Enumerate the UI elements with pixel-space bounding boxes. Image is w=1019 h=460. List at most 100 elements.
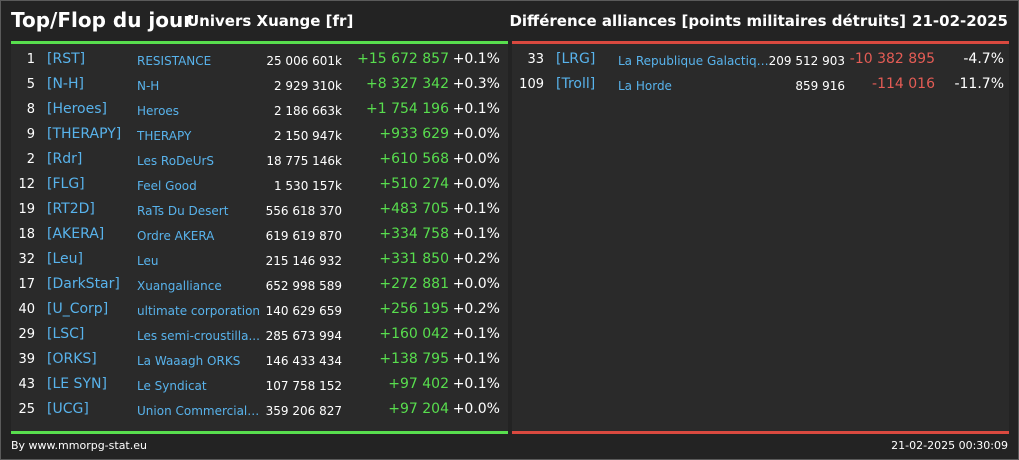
alliance-name-link[interactable]: La Republique Galactique <box>618 54 770 68</box>
rank-number: 8 <box>26 102 35 117</box>
alliance-name-link[interactable]: Heroes <box>137 104 180 118</box>
alliance-points: 18 775 146k <box>266 154 342 168</box>
page-title: Top/Flop du jour <box>11 8 194 32</box>
alliance-tag-link[interactable]: [Troll] <box>556 76 596 92</box>
alliance-points: 215 146 932 <box>265 254 342 268</box>
alliance-points: 146 433 434 <box>265 354 342 368</box>
rank-number: 39 <box>18 352 35 367</box>
top-row: 43 [LE SYN] Le Syndicat 107 758 152 +97 402 +… <box>11 373 508 398</box>
alliance-tag-link[interactable]: [Leu] <box>47 251 83 267</box>
rank-number: 19 <box>18 202 35 217</box>
alliance-tag-link[interactable]: [Rdr] <box>47 151 83 167</box>
flop-row: 33 [LRG] La Republique Galactique 209 512 9… <box>512 48 1009 73</box>
alliance-name-link[interactable]: RaTs Du Desert <box>137 204 229 218</box>
rank-number: 29 <box>18 327 35 342</box>
points-delta: +97 402 <box>388 376 449 392</box>
header: Top/Flop du jour Univers Xuange [fr] Dif… <box>1 1 1018 37</box>
alliance-points: 285 673 994 <box>265 329 342 343</box>
alliance-tag-link[interactable]: [LRG] <box>556 51 596 67</box>
points-delta: +610 568 <box>379 151 449 167</box>
percent-change: +0.1% <box>452 101 500 117</box>
alliance-tag-link[interactable]: [LE SYN] <box>47 376 107 392</box>
alliance-points: 1 530 157k <box>273 179 342 193</box>
alliance-name-link[interactable]: La Horde <box>618 79 672 93</box>
alliance-name-link[interactable]: Xuangalliance <box>137 279 222 293</box>
alliance-name-link[interactable]: N-H <box>137 79 160 93</box>
alliance-tag-link[interactable]: [ORKS] <box>47 351 97 367</box>
percent-change: +0.1% <box>452 376 500 392</box>
alliance-points: 2 929 310k <box>273 79 342 93</box>
alliance-name-link[interactable]: ultimate corporation <box>137 304 261 318</box>
top-row: 40 [U_Corp] ultimate corporation 140 629 65… <box>11 298 508 323</box>
rank-number: 5 <box>26 77 35 92</box>
points-delta: +256 195 <box>379 301 449 317</box>
points-delta: +97 204 <box>388 401 449 417</box>
percent-change: +0.0% <box>452 126 500 142</box>
alliance-name-link[interactable]: Leu <box>137 254 159 268</box>
alliance-tag-link[interactable]: [AKERA] <box>47 226 105 242</box>
top-accent-line <box>11 41 508 44</box>
points-delta: +331 850 <box>379 251 449 267</box>
alliance-points: 619 619 870 <box>265 229 342 243</box>
percent-change: +0.1% <box>452 201 500 217</box>
alliance-name-link[interactable]: Union Commerciale... <box>137 404 261 418</box>
percent-change: -4.7% <box>963 51 1004 67</box>
alliance-tag-link[interactable]: [DarkStar] <box>47 276 120 292</box>
points-delta: +483 705 <box>379 201 449 217</box>
points-delta: +15 672 857 <box>357 51 449 67</box>
alliance-points: 359 206 827 <box>265 404 342 418</box>
site-credit[interactable]: By www.mmorpg-stat.eu <box>11 439 147 452</box>
alliance-points: 859 916 <box>795 79 845 93</box>
alliance-tag-link[interactable]: [N-H] <box>47 76 84 92</box>
percent-change: +0.1% <box>452 351 500 367</box>
header-date: 21-02-2025 <box>912 12 1008 30</box>
percent-change: +0.3% <box>452 76 500 92</box>
alliance-name-link[interactable]: Les semi-croustilla... <box>137 329 260 343</box>
top-row: 12 [FLG] Feel Good 1 530 157k +510 274 +0.0% <box>11 173 508 198</box>
alliance-name-link[interactable]: Ordre AKERA <box>137 229 215 243</box>
points-delta: +933 629 <box>379 126 449 142</box>
top-row: 5 [N-H] N-H 2 929 310k +8 327 342 +0.3% <box>11 73 508 98</box>
alliance-tag-link[interactable]: [RST] <box>47 51 86 67</box>
percent-change: +0.1% <box>452 51 500 67</box>
rank-number: 40 <box>18 302 35 317</box>
alliance-points: 556 618 370 <box>265 204 342 218</box>
alliance-tag-link[interactable]: [UCG] <box>47 401 89 417</box>
percent-change: +0.0% <box>452 176 500 192</box>
alliance-name-link[interactable]: Le Syndicat <box>137 379 207 393</box>
alliance-name-link[interactable]: THERAPY <box>137 129 192 143</box>
rank-number: 18 <box>18 227 35 242</box>
alliance-points: 209 512 903 <box>768 54 845 68</box>
alliance-name-link[interactable]: Feel Good <box>137 179 197 193</box>
points-delta: +272 881 <box>379 276 449 292</box>
alliance-tag-link[interactable]: [RT2D] <box>47 201 95 217</box>
top-row: 17 [DarkStar] Xuangalliance 652 998 589 +272… <box>11 273 508 298</box>
alliance-name-link[interactable]: RESISTANCE <box>137 54 212 68</box>
alliance-tag-link[interactable]: [U_Corp] <box>47 301 109 317</box>
alliance-name-link[interactable]: La Waaagh ORKS <box>137 354 241 368</box>
alliance-points: 25 006 601k <box>266 54 342 68</box>
points-delta: +8 327 342 <box>366 76 449 92</box>
percent-change: +0.2% <box>452 301 500 317</box>
points-delta: +1 754 196 <box>366 101 449 117</box>
flop-accent-line <box>512 41 1009 44</box>
alliance-name-link[interactable]: Les RoDeUrS <box>137 154 215 168</box>
percent-change: -11.7% <box>954 76 1004 92</box>
rank-number: 43 <box>18 377 35 392</box>
top-row: 39 [ORKS] La Waaagh ORKS 146 433 434 +138 79… <box>11 348 508 373</box>
points-delta: -114 016 <box>872 76 935 92</box>
top-row: 32 [Leu] Leu 215 146 932 +331 850 +0.2% <box>11 248 508 273</box>
points-delta: -10 382 895 <box>849 51 935 67</box>
top-row: 9 [THERAPY] THERAPY 2 150 947k +933 629 +0.0% <box>11 123 508 148</box>
alliance-points: 2 186 663k <box>273 104 342 118</box>
alliance-tag-link[interactable]: [LSC] <box>47 326 85 342</box>
rank-number: 17 <box>18 277 35 292</box>
alliance-tag-link[interactable]: [FLG] <box>47 176 85 192</box>
alliance-points: 107 758 152 <box>265 379 342 393</box>
points-delta: +510 274 <box>379 176 449 192</box>
alliance-tag-link[interactable]: [THERAPY] <box>47 126 122 142</box>
top-row: 29 [LSC] Les semi-croustilla... 285 673 994… <box>11 323 508 348</box>
alliance-tag-link[interactable]: [Heroes] <box>47 101 107 117</box>
points-delta: +138 795 <box>379 351 449 367</box>
percent-change: +0.0% <box>452 276 500 292</box>
